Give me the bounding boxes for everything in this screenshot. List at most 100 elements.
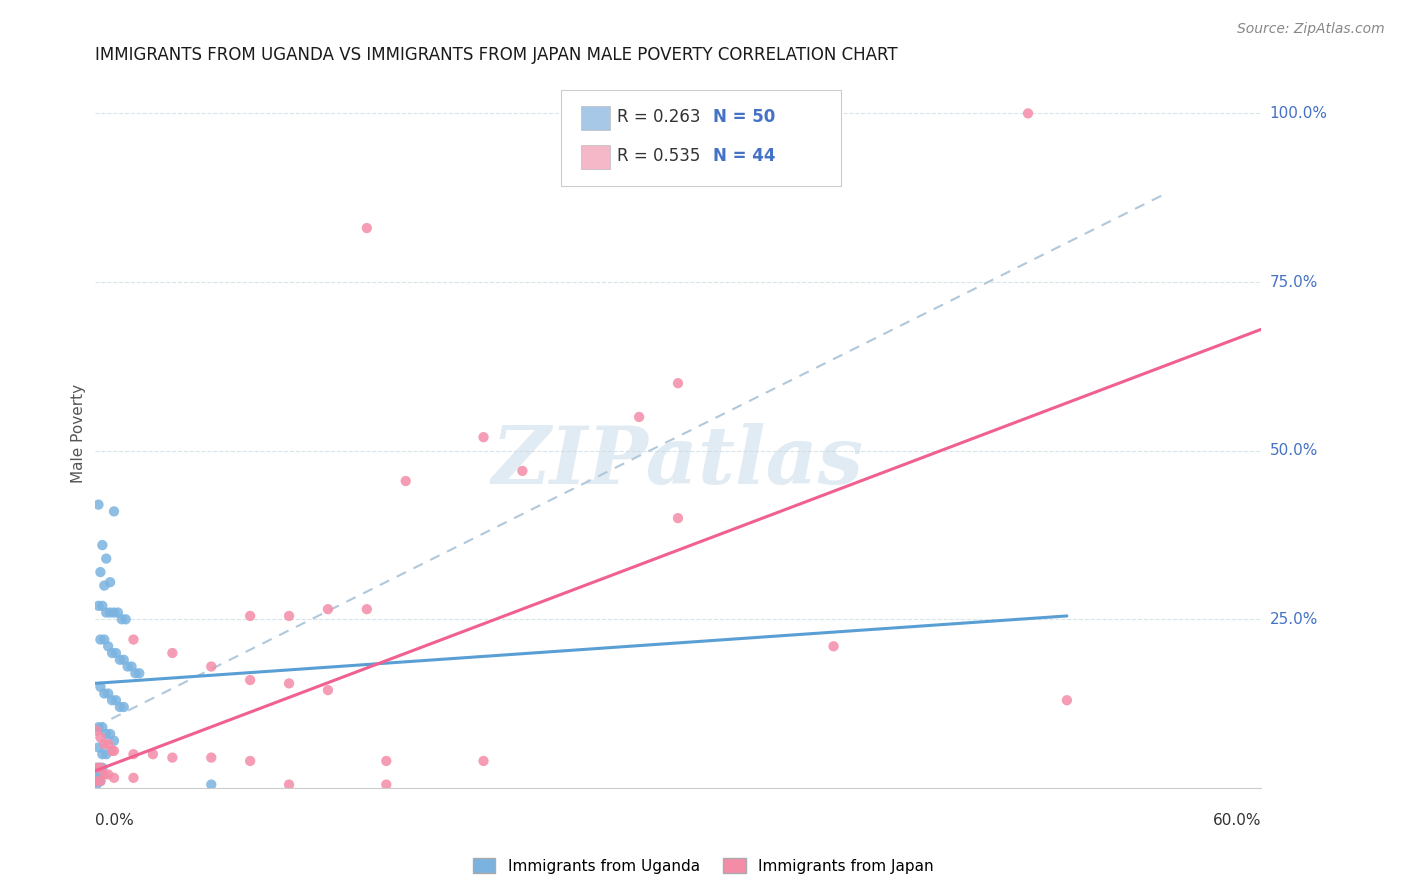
Point bbox=[142, 747, 165, 762]
Point bbox=[278, 778, 301, 792]
Point bbox=[89, 774, 111, 789]
Point bbox=[91, 720, 114, 734]
Text: N = 44: N = 44 bbox=[713, 147, 776, 165]
Point bbox=[107, 606, 129, 620]
Point bbox=[86, 723, 108, 738]
Point bbox=[316, 602, 339, 616]
Point bbox=[356, 221, 378, 235]
Point bbox=[104, 646, 127, 660]
Point bbox=[666, 511, 689, 525]
Point bbox=[104, 693, 127, 707]
Point bbox=[103, 744, 125, 758]
Point bbox=[278, 676, 301, 690]
Point bbox=[1017, 106, 1039, 120]
Point bbox=[91, 599, 114, 613]
Point bbox=[91, 761, 114, 775]
Point bbox=[112, 653, 135, 667]
Legend: Immigrants from Uganda, Immigrants from Japan: Immigrants from Uganda, Immigrants from … bbox=[467, 852, 939, 880]
Point bbox=[93, 686, 115, 700]
Point bbox=[823, 640, 845, 654]
Point bbox=[98, 606, 121, 620]
Point bbox=[86, 774, 108, 789]
Text: 25.0%: 25.0% bbox=[1270, 612, 1317, 627]
Point bbox=[91, 538, 114, 552]
Point bbox=[89, 731, 111, 745]
Point bbox=[97, 640, 120, 654]
Point bbox=[128, 666, 150, 681]
Text: 50.0%: 50.0% bbox=[1270, 443, 1317, 458]
Point bbox=[472, 430, 495, 444]
FancyBboxPatch shape bbox=[561, 90, 841, 186]
Point bbox=[117, 659, 139, 673]
Point bbox=[89, 774, 111, 789]
Point bbox=[86, 774, 108, 789]
Y-axis label: Male Poverty: Male Poverty bbox=[72, 384, 86, 483]
Point bbox=[200, 778, 222, 792]
Point bbox=[98, 727, 121, 741]
Point bbox=[628, 409, 651, 424]
Point bbox=[103, 771, 125, 785]
Point bbox=[97, 767, 120, 781]
Point bbox=[87, 599, 110, 613]
Text: 100.0%: 100.0% bbox=[1270, 106, 1327, 121]
Point bbox=[124, 666, 146, 681]
Point bbox=[162, 750, 184, 764]
Point bbox=[87, 720, 110, 734]
Point bbox=[316, 683, 339, 698]
Point bbox=[97, 686, 120, 700]
Text: R = 0.263: R = 0.263 bbox=[617, 108, 700, 126]
Text: 0.0%: 0.0% bbox=[94, 813, 134, 828]
Point bbox=[103, 504, 125, 518]
Text: 75.0%: 75.0% bbox=[1270, 275, 1317, 290]
Text: 60.0%: 60.0% bbox=[1213, 813, 1261, 828]
Point bbox=[121, 659, 143, 673]
Point bbox=[200, 750, 222, 764]
Point bbox=[122, 747, 145, 762]
Point bbox=[162, 646, 184, 660]
Point bbox=[87, 498, 110, 512]
Point bbox=[278, 609, 301, 624]
Point bbox=[375, 754, 398, 768]
Point bbox=[239, 609, 262, 624]
Point bbox=[101, 646, 124, 660]
Point bbox=[1056, 693, 1078, 707]
Text: R = 0.535: R = 0.535 bbox=[617, 147, 700, 165]
Point bbox=[89, 632, 111, 647]
Point bbox=[93, 737, 115, 751]
Point bbox=[87, 740, 110, 755]
Point bbox=[86, 767, 108, 781]
Point bbox=[89, 680, 111, 694]
Point bbox=[91, 747, 114, 762]
Point bbox=[512, 464, 534, 478]
Text: ZIPatlas: ZIPatlas bbox=[492, 424, 865, 501]
Point bbox=[89, 767, 111, 781]
Point bbox=[87, 761, 110, 775]
Point bbox=[112, 700, 135, 714]
Point bbox=[86, 761, 108, 775]
Point bbox=[108, 653, 131, 667]
Point bbox=[122, 771, 145, 785]
Point bbox=[122, 632, 145, 647]
FancyBboxPatch shape bbox=[581, 106, 610, 130]
Point bbox=[96, 747, 118, 762]
Point bbox=[472, 754, 495, 768]
Point bbox=[93, 767, 115, 781]
Point bbox=[375, 778, 398, 792]
Point bbox=[89, 565, 111, 579]
Point bbox=[98, 575, 121, 590]
Point bbox=[103, 606, 125, 620]
Point bbox=[96, 606, 118, 620]
Point bbox=[356, 602, 378, 616]
Point bbox=[96, 551, 118, 566]
Point bbox=[96, 727, 118, 741]
Point bbox=[111, 612, 134, 626]
Text: N = 50: N = 50 bbox=[713, 108, 775, 126]
Point bbox=[86, 778, 108, 792]
Point bbox=[239, 754, 262, 768]
Point bbox=[93, 578, 115, 592]
Point bbox=[200, 659, 222, 673]
Point bbox=[89, 761, 111, 775]
Point bbox=[103, 733, 125, 747]
Point bbox=[97, 737, 120, 751]
Point bbox=[101, 744, 124, 758]
